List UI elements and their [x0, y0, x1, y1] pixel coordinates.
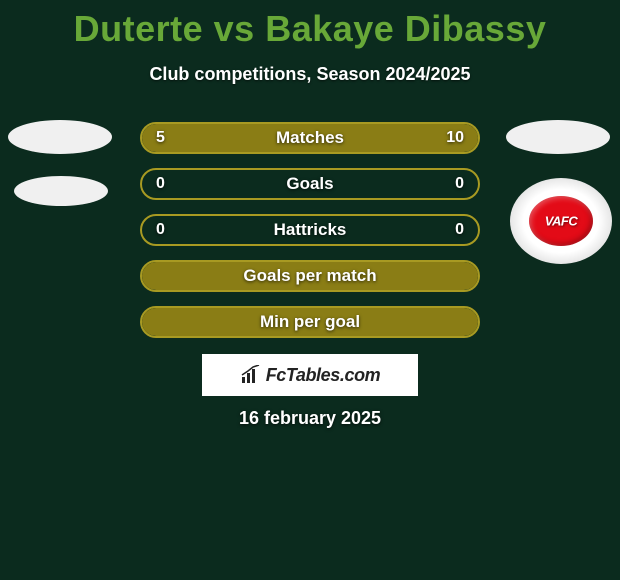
stat-bar-hattricks: 00Hattricks — [140, 214, 480, 246]
stat-label: Hattricks — [142, 220, 478, 240]
stat-label: Goals per match — [142, 266, 478, 286]
player-avatar-placeholder — [14, 176, 108, 206]
chart-icon — [240, 365, 262, 385]
stat-label: Matches — [142, 128, 478, 148]
stats-bars: 510Matches 00Goals 00Hattricks Goals per ma… — [140, 122, 480, 352]
brand-text: FcTables.com — [266, 365, 381, 386]
club-badge-text: VAFC — [545, 214, 577, 229]
club-badge: VAFC — [510, 178, 612, 264]
stat-bar-goals-per-match: Goals per match — [140, 260, 480, 292]
stat-bar-goals: 00Goals — [140, 168, 480, 200]
stat-bar-matches: 510Matches — [140, 122, 480, 154]
infographic-container: Duterte vs Bakaye Dibassy Club competiti… — [0, 0, 620, 580]
player-avatar-placeholder — [506, 120, 610, 154]
date-text: 16 february 2025 — [0, 408, 620, 429]
stat-bar-min-per-goal: Min per goal — [140, 306, 480, 338]
page-title: Duterte vs Bakaye Dibassy — [0, 0, 620, 50]
stat-label: Goals — [142, 174, 478, 194]
stat-label: Min per goal — [142, 312, 478, 332]
subtitle: Club competitions, Season 2024/2025 — [0, 64, 620, 85]
brand-box: FcTables.com — [202, 354, 418, 396]
player-avatar-placeholder — [8, 120, 112, 154]
